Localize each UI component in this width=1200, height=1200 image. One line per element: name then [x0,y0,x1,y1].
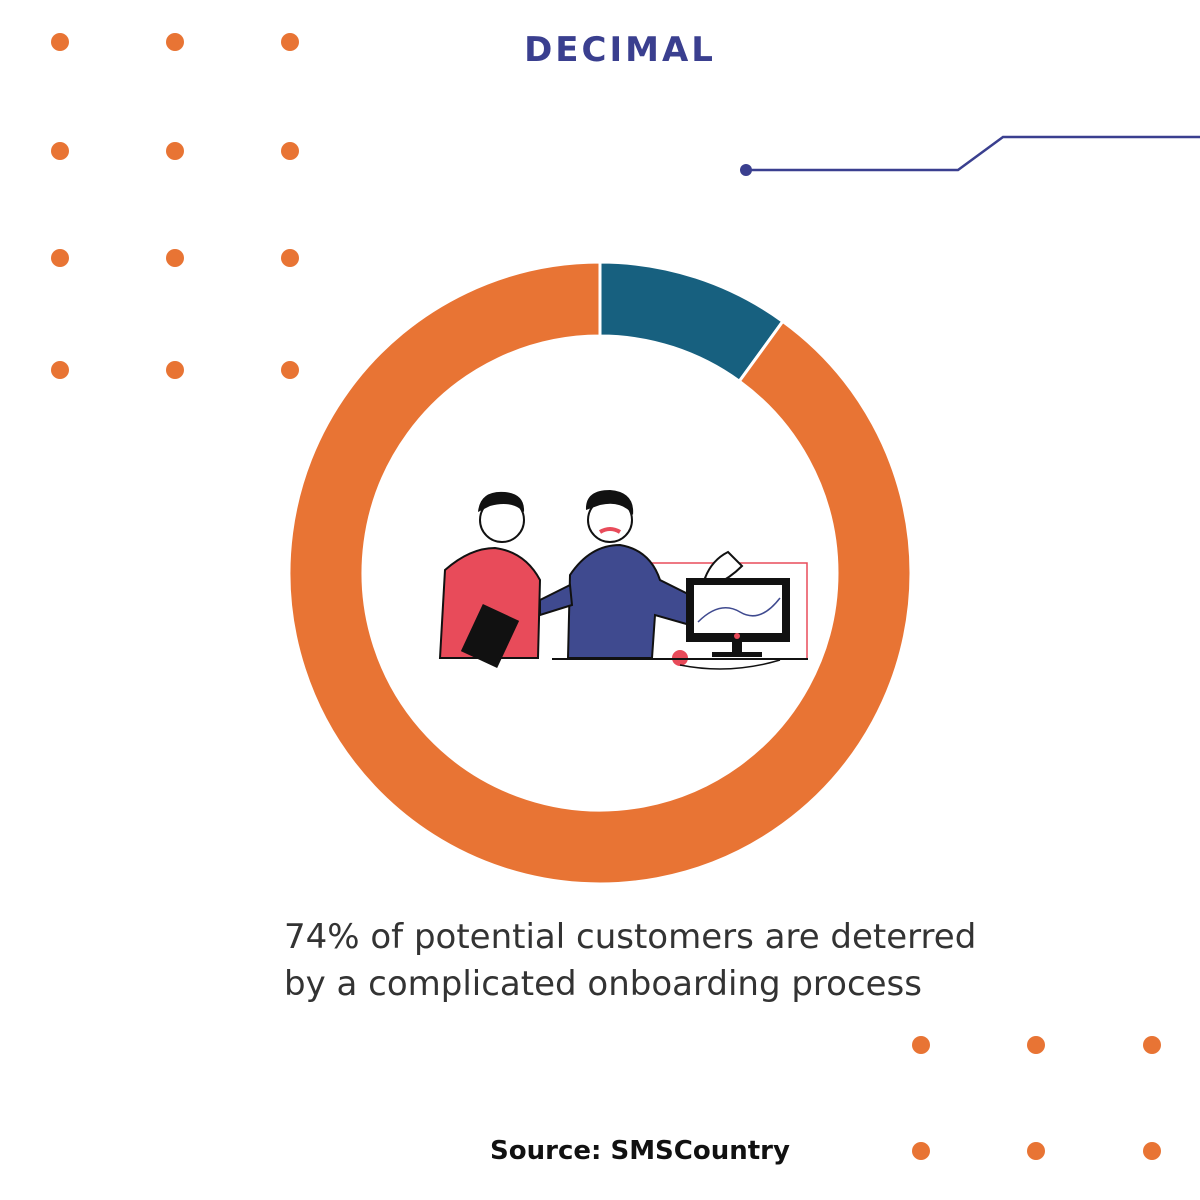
decor-dots [51,33,1161,1160]
brand-logo: DECIMAL [524,30,716,70]
decor-line [740,135,1200,176]
donut-segment [287,260,913,886]
illustration [438,490,808,670]
source: Source: SMSCountry [490,1136,790,1166]
donut [287,260,913,886]
caption: 74% of potential customers are deterred … [284,917,977,1004]
